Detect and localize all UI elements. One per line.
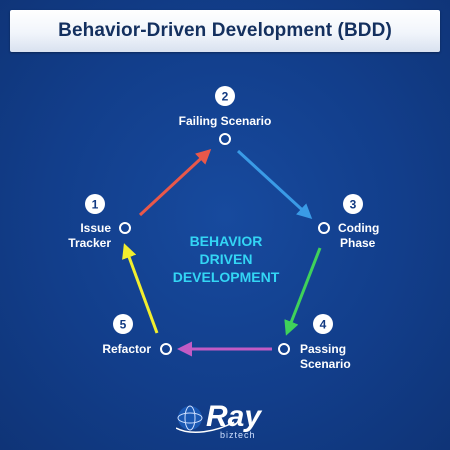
label-coding: Coding [338, 221, 379, 235]
node-marker-coding-phase [318, 222, 330, 234]
node-refactor: 5 Refactor [102, 314, 172, 356]
center-line-behavior: BEHAVIOR [190, 233, 263, 249]
number-badge-2 [215, 86, 235, 106]
label-issue: Issue [80, 221, 111, 235]
label-passing: Passing [300, 342, 346, 356]
label-refactor: Refactor [102, 342, 151, 356]
number-badge-4 [313, 314, 333, 334]
node-coding-phase: 3 Coding Phase [318, 194, 379, 250]
logo-globe-icon [176, 405, 235, 434]
number-5: 5 [120, 318, 127, 332]
arrow-issue-to-failing [138, 148, 212, 217]
logo-word: Ray [206, 400, 262, 433]
number-1: 1 [92, 198, 99, 212]
ray-biztech-logo: Ray biztech [176, 400, 262, 440]
number-badge-3 [343, 194, 363, 214]
title-banner: Behavior-Driven Development (BDD) [10, 10, 440, 52]
node-passing-scenario: 4 Passing Scenario [278, 314, 351, 371]
label-phase: Phase [340, 236, 376, 250]
arrow-refactor-to-issue [122, 243, 159, 334]
number-3: 3 [350, 198, 357, 212]
node-marker-passing-scenario [278, 343, 290, 355]
center-label: BEHAVIOR DRIVEN DEVELOPMENT [173, 233, 280, 285]
number-badge-5 [113, 314, 133, 334]
node-issue-tracker: 1 Issue Tracker [68, 194, 131, 250]
page-title: Behavior-Driven Development (BDD) [58, 20, 392, 41]
logo-subtitle: biztech [220, 430, 256, 440]
node-failing-scenario: 2 Failing Scenario [179, 86, 272, 145]
node-marker-issue-tracker [119, 222, 131, 234]
node-marker-refactor [160, 343, 172, 355]
arrow-failing-to-coding [236, 149, 313, 220]
label-tracker: Tracker [68, 236, 111, 250]
number-badge-1 [85, 194, 105, 214]
label-failing-scenario: Failing Scenario [179, 114, 272, 128]
label-scenario: Scenario [300, 357, 351, 371]
node-marker-failing-scenario [219, 133, 231, 145]
center-line-development: DEVELOPMENT [173, 269, 280, 285]
number-2: 2 [222, 90, 229, 104]
arrow-coding-to-passing [284, 247, 322, 336]
center-line-driven: DRIVEN [200, 251, 253, 267]
number-4: 4 [320, 318, 327, 332]
